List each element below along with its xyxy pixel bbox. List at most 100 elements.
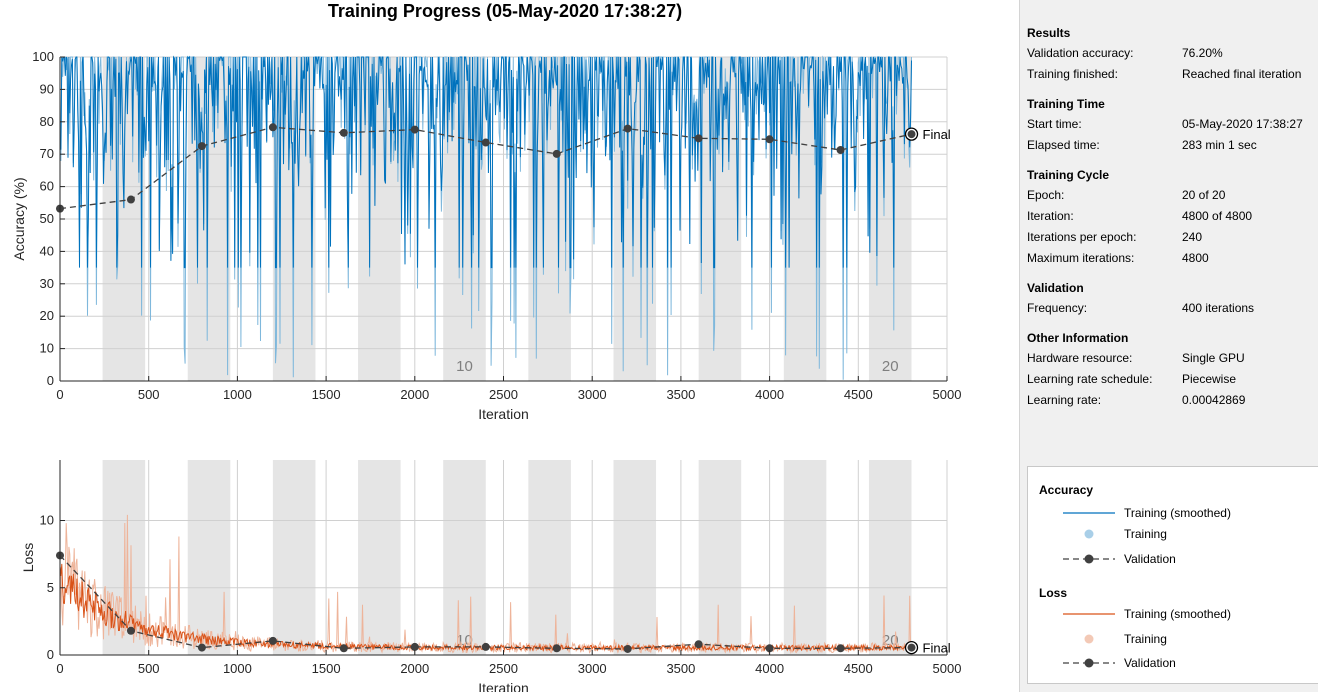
- info-key: Learning rate schedule:: [1027, 372, 1153, 386]
- training-smoothed-curve: [59, 55, 912, 269]
- info-value: 240: [1182, 230, 1203, 244]
- training-time-heading: Training Time: [1027, 97, 1105, 111]
- y-tick-label: 10: [40, 513, 54, 528]
- info-key: Start time:: [1027, 117, 1082, 131]
- epoch-band: [783, 460, 827, 655]
- training-cycle-heading: Training Cycle: [1027, 168, 1110, 182]
- x-tick-label: 2500: [489, 661, 518, 676]
- x-axis-label: Iteration: [478, 680, 529, 692]
- validation-point: [197, 142, 206, 151]
- legend-dashed-marker-icon: [1063, 554, 1115, 564]
- legend-acc-validation: Validation: [1061, 551, 1311, 569]
- y-tick-label: 0: [47, 373, 54, 388]
- x-tick-label: 4500: [844, 661, 873, 676]
- legend-line-icon: [1063, 512, 1115, 514]
- validation-point: [552, 644, 561, 653]
- info-row: Iterations per epoch: 240: [1027, 227, 1317, 248]
- x-tick-label: 0: [56, 661, 63, 676]
- legend-panel: Accuracy Training (smoothed) Training Va…: [1027, 466, 1318, 684]
- validation-point: [339, 128, 348, 137]
- y-tick-label: 30: [40, 276, 54, 291]
- info-key: Elapsed time:: [1027, 138, 1100, 152]
- info-value: 4800: [1182, 251, 1209, 265]
- info-value: 05-May-2020 17:38:27: [1182, 117, 1303, 131]
- x-tick-label: 3000: [578, 387, 607, 402]
- legend-loss-training: Training: [1061, 631, 1311, 649]
- x-tick-label: 3000: [578, 661, 607, 676]
- y-tick-label: 90: [40, 81, 54, 96]
- validation-point: [623, 644, 632, 653]
- x-tick-label: 3500: [666, 661, 695, 676]
- info-row: Hardware resource: Single GPU: [1027, 348, 1317, 369]
- info-row: Epoch: 20 of 20: [1027, 185, 1317, 206]
- epoch-band: [528, 460, 571, 655]
- final-label: Final: [923, 127, 951, 142]
- legend-line-icon: [1063, 613, 1115, 615]
- validation-point: [836, 644, 845, 653]
- y-tick-label: 100: [32, 49, 54, 64]
- y-tick-label: 10: [40, 341, 54, 356]
- info-value: 76.20%: [1182, 46, 1223, 60]
- x-tick-label: 4000: [755, 387, 784, 402]
- y-tick-label: 40: [40, 243, 54, 258]
- y-tick-label: 5: [47, 580, 54, 595]
- validation-point: [268, 123, 277, 132]
- info-value: 283 min 1 sec: [1182, 138, 1257, 152]
- info-value: Single GPU: [1182, 351, 1245, 365]
- info-value: 20 of 20: [1182, 188, 1226, 202]
- epoch-label: 10: [456, 358, 473, 375]
- epoch-band: [443, 460, 486, 655]
- legend-loss-smoothed: Training (smoothed): [1061, 606, 1311, 624]
- x-axis-label: Iteration: [478, 406, 529, 422]
- info-key: Validation accuracy:: [1027, 46, 1134, 60]
- info-key: Frequency:: [1027, 301, 1088, 315]
- y-tick-label: 20: [40, 308, 54, 323]
- legend-label: Validation: [1124, 656, 1176, 670]
- x-tick-label: 4000: [755, 661, 784, 676]
- x-tick-label: 500: [138, 387, 160, 402]
- figure-title: Training Progress (05-May-2020 17:38:27): [327, 1, 683, 21]
- legend-label: Training: [1124, 632, 1167, 646]
- legend-marker-icon: [1084, 529, 1094, 539]
- y-tick-label: 0: [47, 647, 54, 662]
- epoch-band: [868, 460, 912, 655]
- validation-point: [552, 149, 561, 158]
- validation-point: [765, 644, 774, 653]
- validation-point: [126, 626, 135, 635]
- x-tick-label: 1000: [223, 661, 252, 676]
- y-tick-label: 70: [40, 146, 54, 161]
- validation-point: [694, 134, 703, 143]
- validation-point: [481, 642, 490, 651]
- validation-point: [623, 124, 632, 133]
- info-sections: Results Validation accuracy: 76.20% Train…: [1027, 24, 1317, 411]
- validation-point: [694, 640, 703, 649]
- info-key: Iterations per epoch:: [1027, 230, 1137, 244]
- validation-point: [836, 145, 845, 154]
- legend-acc-training: Training: [1061, 526, 1311, 544]
- legend-label: Training (smoothed): [1124, 506, 1231, 520]
- validation-point: [268, 636, 277, 645]
- epoch-band: [698, 460, 742, 655]
- x-tick-label: 1000: [223, 387, 252, 402]
- x-tick-label: 5000: [933, 387, 962, 402]
- info-row: Start time: 05-May-2020 17:38:27: [1027, 114, 1317, 135]
- epoch-band: [613, 460, 657, 655]
- legend-label: Validation: [1124, 552, 1176, 566]
- final-label: Final: [923, 641, 951, 656]
- y-tick-label: 50: [40, 211, 54, 226]
- legend-acc-smoothed: Training (smoothed): [1061, 505, 1311, 523]
- info-row: Learning rate schedule: Piecewise: [1027, 369, 1317, 390]
- validation-heading: Validation: [1027, 281, 1084, 295]
- info-value: 400 iterations: [1182, 301, 1255, 315]
- x-tick-label: 500: [138, 661, 160, 676]
- validation-point: [481, 138, 490, 147]
- y-axis-label: Loss: [20, 543, 36, 573]
- info-row: Learning rate: 0.00042869: [1027, 390, 1317, 411]
- results-heading: Results: [1027, 26, 1071, 40]
- info-key: Epoch:: [1027, 188, 1065, 202]
- info-row: Elapsed time: 283 min 1 sec: [1027, 135, 1317, 156]
- legend-label: Training: [1124, 527, 1167, 541]
- y-tick-label: 80: [40, 114, 54, 129]
